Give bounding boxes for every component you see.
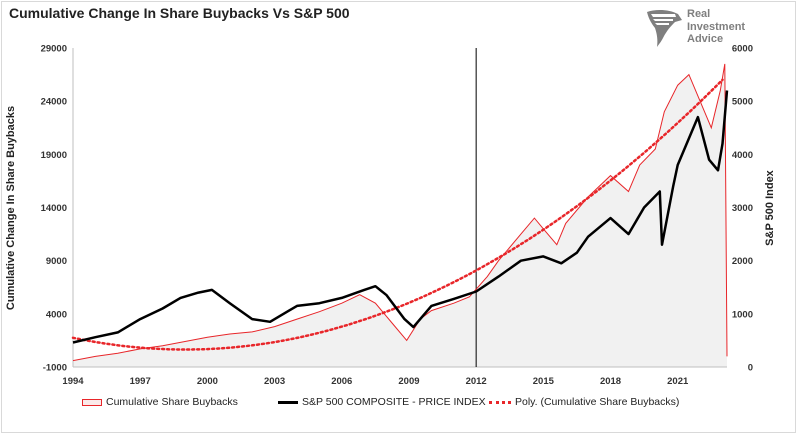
legend-swatch-poly [489, 400, 511, 404]
right-axis-ticks: 0 1000 2000 3000 4000 5000 6000 [732, 44, 753, 374]
x-axis-ticks: 1994 1997 2000 2003 2006 2009 2012 2015 2018 2021 [62, 376, 689, 387]
poly-trend-line [71, 78, 724, 351]
legend-label-sp500: S&P 500 COMPOSITE - PRICE INDEX [302, 396, 486, 408]
legend-item-poly: Poly. (Cumulative Share Buybacks) [489, 396, 679, 408]
left-axis-ticks: -1000 4000 9000 14000 19000 24000 29000 [41, 44, 67, 374]
logo-line-2: Investment [687, 20, 746, 33]
right-tick-label: 4000 [732, 150, 753, 161]
x-tick-label: 2015 [533, 376, 555, 387]
right-tick-label: 0 [748, 363, 753, 374]
left-tick-label: 19000 [41, 150, 67, 161]
x-tick-label: 2003 [264, 376, 285, 387]
x-tick-label: 1994 [62, 376, 84, 387]
sp500-line [72, 90, 729, 344]
x-tick-label: 1997 [130, 376, 151, 387]
eagle-head-logo-icon [647, 9, 682, 47]
left-tick-label: 29000 [41, 44, 67, 55]
legend-swatch-sp500 [278, 400, 298, 404]
plot-area [71, 48, 729, 368]
logo-text: Real Investment Advice [687, 8, 745, 46]
x-tick-label: 2000 [197, 376, 218, 387]
legend-item-sp500: S&P 500 COMPOSITE - PRICE INDEX [278, 396, 486, 408]
right-tick-label: 1000 [732, 309, 753, 320]
legend-item-buybacks: Cumulative Share Buybacks [82, 396, 238, 408]
x-tick-label: 2009 [398, 376, 419, 387]
left-tick-label: 24000 [41, 97, 67, 108]
logo: Real Investment Advice [645, 8, 775, 52]
right-axis-label: S&P 500 Index [764, 169, 776, 245]
x-tick-label: 2021 [667, 376, 689, 387]
right-tick-label: 6000 [732, 44, 753, 55]
legend-label-poly: Poly. (Cumulative Share Buybacks) [515, 396, 680, 408]
x-tick-label: 2012 [466, 376, 487, 387]
legend: Cumulative Share Buybacks S&P 500 COMPOS… [68, 392, 768, 412]
left-tick-label: 4000 [46, 309, 67, 320]
left-tick-label: -1000 [43, 363, 67, 374]
right-tick-label: 5000 [732, 97, 753, 108]
x-tick-label: 2018 [600, 376, 621, 387]
right-tick-label: 3000 [732, 203, 753, 214]
legend-label-buybacks: Cumulative Share Buybacks [106, 396, 238, 408]
x-tick-label: 2006 [331, 376, 352, 387]
left-tick-label: 14000 [41, 203, 67, 214]
right-tick-label: 2000 [732, 256, 753, 267]
buybacks-line [72, 63, 728, 362]
left-axis-label: Cumulative Change In Share Buybacks [5, 106, 17, 310]
logo-line-3: Advice [687, 33, 724, 45]
buybacks-area-fill [73, 63, 727, 368]
logo-line-1: Real [687, 8, 711, 20]
chart-title: Cumulative Change In Share Buybacks Vs S… [9, 5, 350, 21]
left-tick-label: 9000 [46, 256, 67, 267]
legend-swatch-buybacks [82, 398, 102, 406]
